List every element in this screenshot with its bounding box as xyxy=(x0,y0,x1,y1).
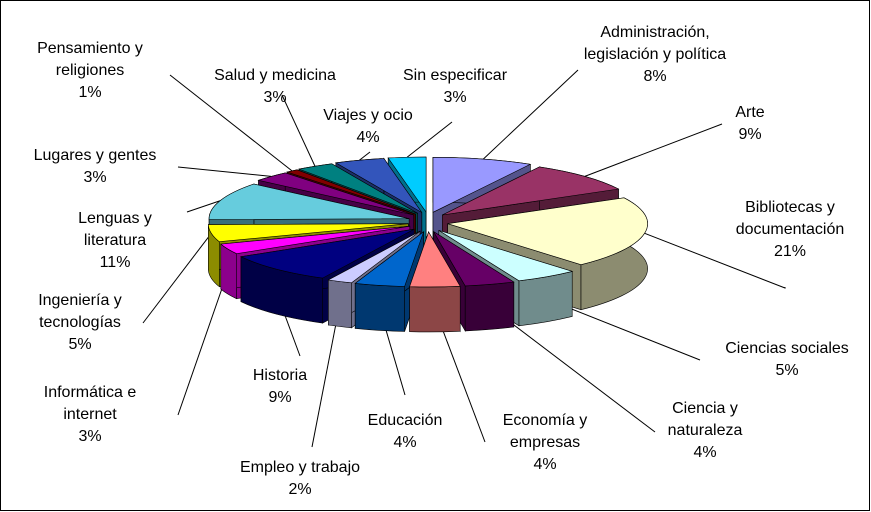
slice-label: Lugares y gentes 3% xyxy=(10,145,180,189)
slice-value: 3% xyxy=(83,169,107,186)
slice-top xyxy=(220,225,410,255)
slice-top xyxy=(208,183,410,220)
slice-label: Administración, legislación y política 8% xyxy=(580,22,730,88)
slice-value: 4% xyxy=(393,434,417,451)
slice-value: 9% xyxy=(738,126,762,143)
slice-label: Educación 4% xyxy=(350,410,460,454)
slice-value: 9% xyxy=(268,389,292,406)
slice-value: 1% xyxy=(78,84,102,101)
slice-name: Ciencias sociales xyxy=(725,340,849,357)
slice-top xyxy=(207,223,409,243)
slice-value: 11% xyxy=(99,254,131,271)
slice-name: Empleo y trabajo xyxy=(239,459,361,476)
slice-value: 3% xyxy=(443,89,467,106)
leader-line xyxy=(406,121,453,158)
slice-label: Pensamiento y religiones 1% xyxy=(15,38,165,104)
slice-top xyxy=(257,172,414,216)
slice-wall xyxy=(409,285,461,333)
slice-name: Administración, legislación y política xyxy=(583,24,727,63)
leader-line xyxy=(169,74,293,172)
slice-label: Ciencia y naturaleza 4% xyxy=(650,398,760,464)
slice-name: Bibliotecas y documentación xyxy=(735,199,845,238)
slice-name: Economía y empresas xyxy=(502,412,588,451)
slice-name: Ingeniería y tecnologías xyxy=(38,292,122,331)
leader-line xyxy=(584,123,723,177)
slice-label: Bibliotecas y documentación 21% xyxy=(710,197,870,263)
slice-top xyxy=(298,163,418,214)
slice-name: Viajes y ocio xyxy=(323,107,413,124)
slice-value: 4% xyxy=(356,129,380,146)
slice-label: Arte 9% xyxy=(720,102,780,146)
slice-top xyxy=(433,231,515,287)
slice-name: Pensamiento y religiones xyxy=(37,40,143,79)
slice-label: Empleo y trabajo 2% xyxy=(215,457,385,501)
slice-name: Lenguas y literatura xyxy=(78,210,152,249)
slice-label: Viajes y ocio 4% xyxy=(303,105,433,149)
slice-name: Lugares y gentes xyxy=(33,147,157,164)
slice-name: Ciencia y naturaleza xyxy=(667,400,743,439)
slice-top xyxy=(447,197,648,266)
leader-line xyxy=(644,232,786,289)
slice-name: Arte xyxy=(735,104,765,121)
slice-label: Ciencias sociales 5% xyxy=(702,338,871,382)
slice-name: Informática e internet xyxy=(43,384,137,423)
slice-label: Informática e internet 3% xyxy=(15,382,165,448)
slice-value: 4% xyxy=(533,456,557,473)
slice-label: Economía y empresas 4% xyxy=(480,410,610,476)
slice-wall xyxy=(354,283,405,332)
pie-slice xyxy=(409,230,461,333)
slice-name: Historia xyxy=(252,367,308,384)
slice-wall xyxy=(464,281,515,332)
slice-top xyxy=(239,228,415,279)
slice-top xyxy=(387,156,427,213)
slice-label: Ingeniería y tecnologías 5% xyxy=(5,290,155,356)
slice-name: Salud y medicina xyxy=(214,67,336,84)
slice-label: Historia 9% xyxy=(235,365,325,409)
leader-line xyxy=(489,306,656,433)
leader-line xyxy=(186,200,221,213)
slice-value: 8% xyxy=(643,68,667,85)
slice-top xyxy=(354,230,425,287)
slice-label: Salud y medicina 3% xyxy=(195,65,355,109)
slice-value: 2% xyxy=(288,481,312,498)
slice-value: 5% xyxy=(68,336,92,353)
slice-name: Educación xyxy=(367,412,443,429)
slice-top xyxy=(409,231,461,288)
leader-line xyxy=(177,166,272,177)
slice-wall xyxy=(328,279,352,329)
slice-top xyxy=(327,230,421,284)
leader-line xyxy=(281,94,316,167)
leader-line xyxy=(482,69,579,160)
slice-value: 21% xyxy=(773,243,807,260)
slice-top xyxy=(334,158,423,213)
slice-value: 3% xyxy=(263,89,287,106)
leader-line xyxy=(311,303,341,448)
leader-line xyxy=(359,151,371,161)
slice-value: 5% xyxy=(775,362,799,379)
slice-top xyxy=(285,169,416,215)
slice-name: Sin especificar xyxy=(402,67,508,84)
slice-value: 3% xyxy=(78,428,102,445)
slice-top xyxy=(442,166,620,216)
slice-top xyxy=(438,230,574,282)
leader-line xyxy=(177,271,229,416)
slice-value: 4% xyxy=(693,444,717,461)
slice-label: Lenguas y literatura 11% xyxy=(60,208,170,274)
leader-line xyxy=(142,232,212,324)
slice-top xyxy=(432,156,532,213)
slice-label: Sin especificar 3% xyxy=(390,65,520,109)
